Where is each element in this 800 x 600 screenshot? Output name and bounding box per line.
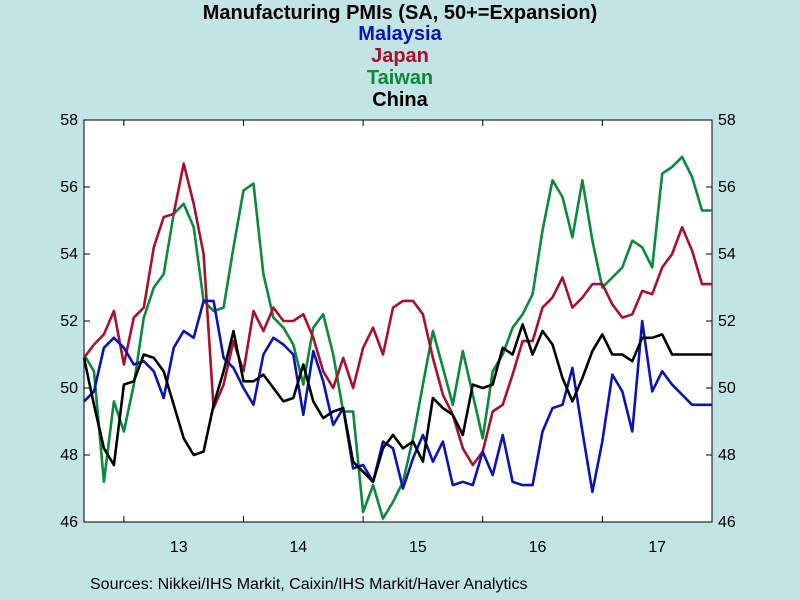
legend-entry-china: China <box>372 89 428 111</box>
y-tick-label-left: 58 <box>60 112 78 129</box>
y-tick-label-right: 50 <box>718 380 736 397</box>
y-tick-label-right: 48 <box>718 447 736 464</box>
y-tick-label-left: 50 <box>60 380 78 397</box>
series-line-taiwan <box>82 155 712 520</box>
x-tick-label: 15 <box>409 539 427 556</box>
y-tick-label-left: 46 <box>60 514 78 531</box>
y-tick-label-left: 56 <box>60 179 78 196</box>
series-line-japan <box>82 162 712 467</box>
x-tick-label: 16 <box>529 539 547 556</box>
series-line-malaysia <box>83 299 712 494</box>
x-tick-label: 13 <box>170 539 188 556</box>
y-tick-label-left: 48 <box>60 447 78 464</box>
legend-entry-japan: Japan <box>371 45 429 67</box>
chart-title: Manufacturing PMIs (SA, 50+=Expansion) <box>202 2 598 24</box>
x-tick-label: 14 <box>289 539 307 556</box>
y-tick-label-left: 52 <box>60 313 78 330</box>
axis-layer: 46 46 48 48 50 50 52 52 54 54 56 56 58 58 13 14 15 16 17 <box>60 112 736 556</box>
series-line-china <box>82 323 712 484</box>
y-tick-label-right: 54 <box>718 246 736 263</box>
y-tick-label-left: 54 <box>60 246 78 263</box>
source-note: Sources: Nikkei/IHS Markit, Caixin/IHS M… <box>90 576 528 593</box>
plot-area <box>83 119 713 523</box>
y-tick-label-right: 46 <box>718 514 736 531</box>
x-tick-label: 17 <box>648 539 666 556</box>
legend-entry-taiwan: Taiwan <box>366 67 434 89</box>
y-tick-label-right: 56 <box>718 179 736 196</box>
series-layer <box>82 155 712 520</box>
legend-entry-malaysia: Malaysia <box>358 23 442 45</box>
y-tick-label-right: 58 <box>718 112 736 129</box>
y-tick-label-right: 52 <box>718 313 736 330</box>
